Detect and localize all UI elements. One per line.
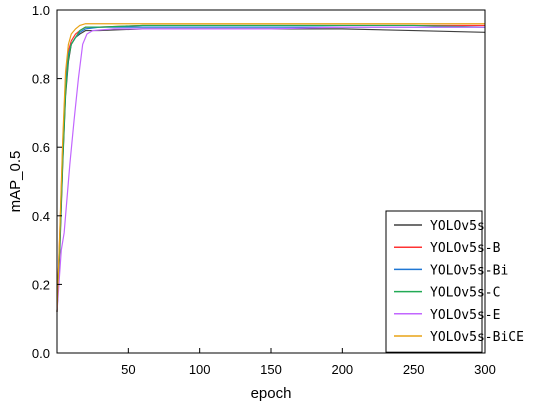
series-line-yolov5s-c <box>56 24 486 312</box>
x-tick-label: 200 <box>331 362 353 377</box>
y-tick-label: 0.2 <box>32 277 50 292</box>
legend-label: YOLOv5s-E <box>430 308 500 323</box>
y-tick-label: 0.0 <box>32 346 50 361</box>
legend-label: YOLOv5s-B <box>430 241 501 256</box>
series-line-yolov5s-bice <box>56 23 485 312</box>
x-axis-title: epoch <box>251 385 292 402</box>
x-tick-label: 50 <box>121 362 135 377</box>
y-tick-label: 1.0 <box>32 3 50 18</box>
y-axis-title: mAP_0.5 <box>7 151 24 213</box>
x-tick-label: 150 <box>260 362 282 377</box>
y-tick-label: 0.6 <box>32 140 50 155</box>
legend-label: YOLOv5s-C <box>430 286 500 301</box>
plot-area <box>56 23 486 312</box>
legend-box <box>385 210 483 353</box>
legend-label: YOLOv5s-Bi <box>430 263 508 278</box>
legend: YOLOv5s YOLOv5s-B YOLOv5s-Bi YOLOv5s-C YOLOv… <box>385 210 524 353</box>
series-line-yolov5s-e <box>56 26 485 312</box>
legend-label: YOLOv5s-BiCE <box>430 330 524 345</box>
y-tick-label: 0.8 <box>32 72 50 87</box>
axis-ticks: 50 100 150 200 250 300 0.0 0.2 0.4 0.6 0.8 1.0 <box>32 3 496 377</box>
x-tick-label: 100 <box>189 362 211 377</box>
legend-label: YOLOv5s <box>430 219 485 234</box>
x-tick-label: 300 <box>474 362 496 377</box>
y-tick-label: 0.4 <box>32 209 50 224</box>
x-tick-label: 250 <box>403 362 425 377</box>
